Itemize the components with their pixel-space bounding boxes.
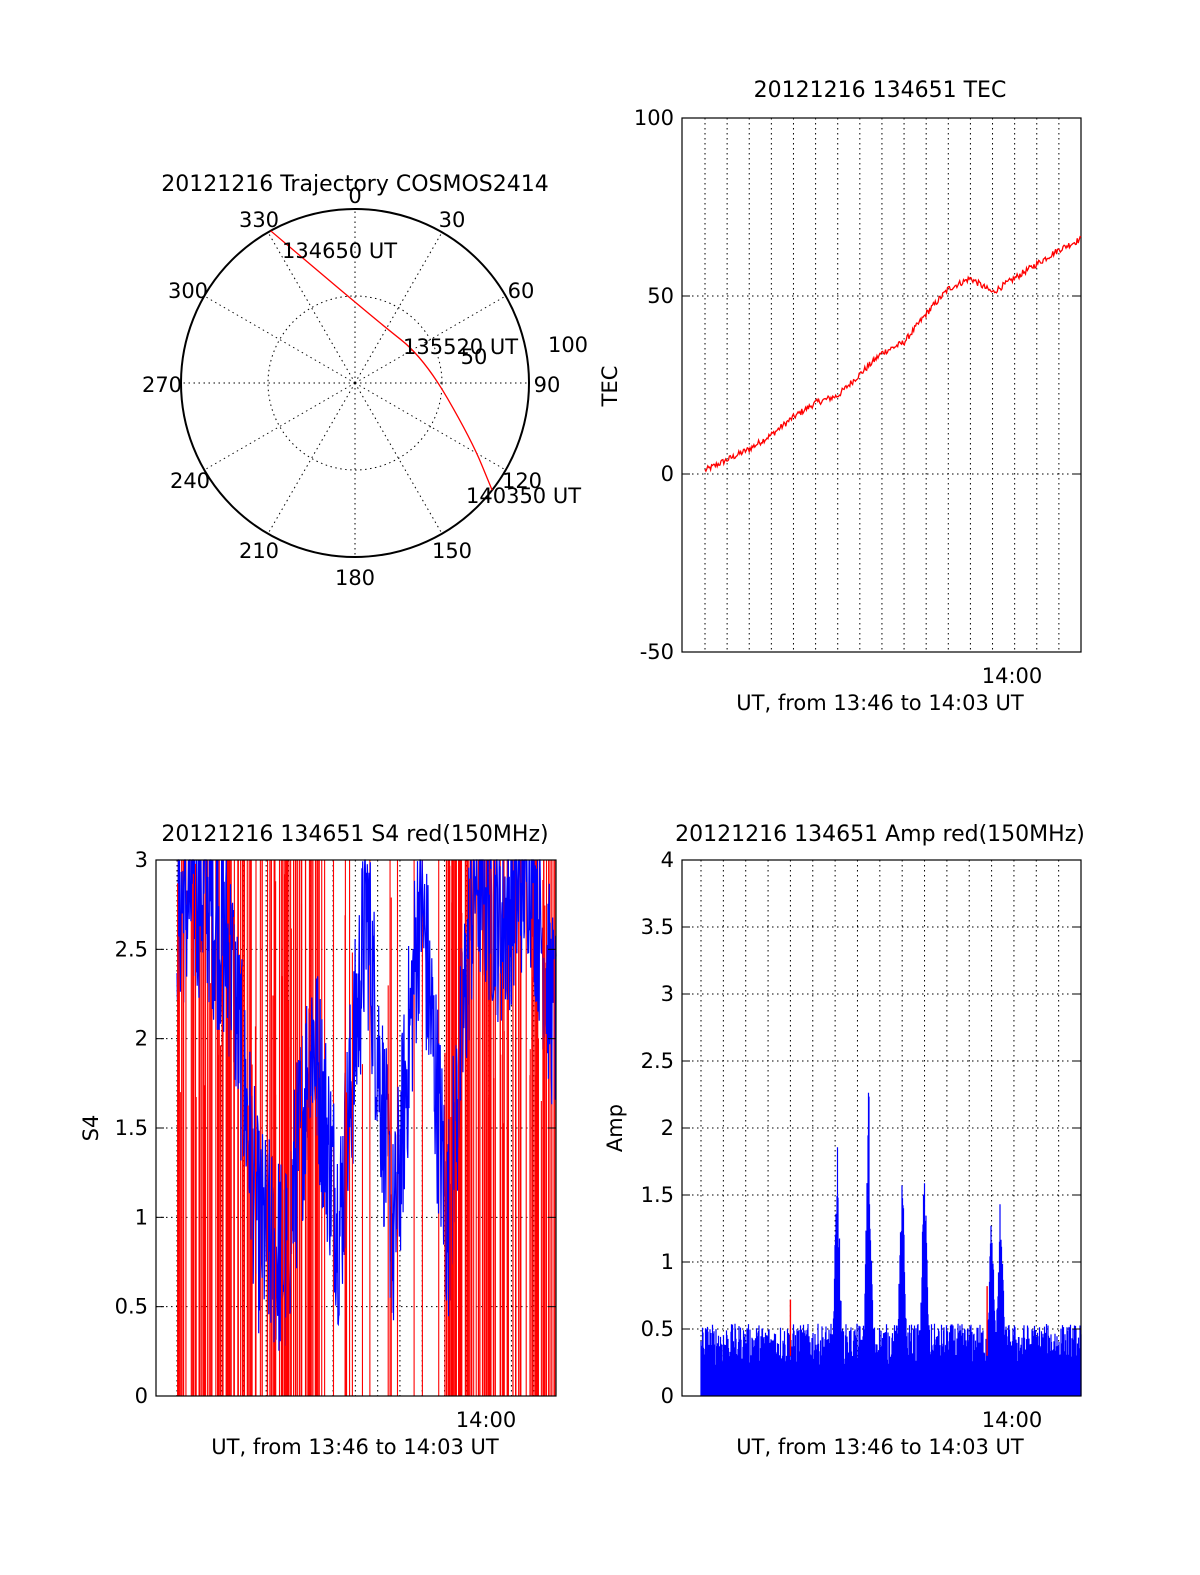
s4-blue-line bbox=[176, 859, 557, 1351]
trajectory-path bbox=[270, 230, 493, 491]
s4-ytick-label: 1 bbox=[135, 1205, 148, 1229]
tec-ytick-label: 100 bbox=[634, 106, 674, 130]
trajectory-time-label: 140350 UT bbox=[466, 484, 581, 508]
amp-ytick-label: 0 bbox=[661, 1384, 674, 1408]
trajectory-ring-label: 50 bbox=[461, 345, 488, 369]
s4-title: 20121216 134651 S4 red(150MHz) bbox=[161, 822, 548, 847]
s4-panel: 20121216 134651 S4 red(150MHz) UT, from … bbox=[79, 822, 557, 1459]
trajectory-spoke bbox=[204, 382, 356, 471]
trajectory-azimuth-label: 240 bbox=[170, 469, 210, 493]
trajectory-azimuth-label: 0 bbox=[348, 184, 361, 208]
trajectory-spoke bbox=[354, 382, 506, 471]
trajectory-azimuth-label: 90 bbox=[534, 373, 561, 397]
trajectory-ring-label: 100 bbox=[548, 333, 588, 357]
tec-ylabel: TEC bbox=[598, 366, 622, 408]
trajectory-spoke bbox=[354, 382, 443, 534]
trajectory-time-label: 135520 UT bbox=[403, 335, 518, 359]
s4-ytick-label: 0 bbox=[135, 1384, 148, 1408]
amp-ytick-label: 3.5 bbox=[641, 915, 674, 939]
tec-panel: 20121216 134651 TEC UT, from 13:46 to 14… bbox=[598, 78, 1082, 715]
amp-ytick-label: 1 bbox=[661, 1250, 674, 1274]
trajectory-azimuth-label: 270 bbox=[142, 373, 182, 397]
amp-ylabel: Amp bbox=[603, 1104, 627, 1152]
s4-ytick-label: 3 bbox=[135, 848, 148, 872]
s4-ytick-label: 1.5 bbox=[115, 1116, 148, 1140]
trajectory-title: 20121216 Trajectory COSMOS2414 bbox=[161, 172, 548, 197]
amp-panel: 20121216 134651 Amp red(150MHz) UT, from… bbox=[603, 822, 1085, 1459]
tec-frame bbox=[681, 117, 1082, 653]
s4-ytick-label: 0.5 bbox=[115, 1295, 148, 1319]
trajectory-spoke bbox=[354, 295, 506, 384]
trajectory-time-label: 134650 UT bbox=[282, 239, 397, 263]
amp-ytick-label: 2 bbox=[661, 1116, 674, 1140]
trajectory-outer-ring bbox=[180, 208, 530, 558]
trajectory-spoke bbox=[267, 382, 356, 534]
tec-title: 20121216 134651 TEC bbox=[754, 78, 1007, 103]
trajectory-spoke bbox=[204, 295, 356, 384]
amp-xlabel: UT, from 13:46 to 14:03 UT bbox=[736, 1435, 1024, 1459]
amp-ytick-label: 2.5 bbox=[641, 1049, 674, 1073]
tec-xlabel: UT, from 13:46 to 14:03 UT bbox=[736, 691, 1024, 715]
tec-ytick-label: -50 bbox=[640, 640, 674, 664]
s4-xtick-1400: 14:00 bbox=[456, 1408, 517, 1432]
trajectory-azimuth-label: 300 bbox=[168, 279, 208, 303]
s4-ytick-label: 2 bbox=[135, 1027, 148, 1051]
trajectory-azimuth-label: 210 bbox=[239, 539, 279, 563]
trajectory-azimuth-label: 30 bbox=[439, 208, 466, 232]
amp-xtick-1400: 14:00 bbox=[982, 1408, 1043, 1432]
trajectory-azimuth-label: 150 bbox=[432, 539, 472, 563]
amp-ytick-label: 0.5 bbox=[641, 1317, 674, 1341]
trajectory-azimuth-label: 120 bbox=[502, 469, 542, 493]
tec-ytick-label: 50 bbox=[647, 284, 674, 308]
trajectory-azimuth-label: 60 bbox=[508, 279, 535, 303]
tec-series-line bbox=[704, 235, 1082, 473]
amp-blue-bars bbox=[700, 1092, 1082, 1396]
trajectory-azimuth-label: 180 bbox=[335, 566, 375, 590]
trajectory-spoke bbox=[354, 232, 443, 384]
amp-title: 20121216 134651 Amp red(150MHz) bbox=[675, 822, 1085, 847]
trajectory-panel: 20121216 Trajectory COSMOS2414 0 30 60 90 12… bbox=[142, 172, 588, 590]
trajectory-spoke bbox=[267, 232, 356, 384]
s4-ytick-label: 2.5 bbox=[115, 937, 148, 961]
tec-xtick-1400: 14:00 bbox=[982, 664, 1043, 688]
s4-ylabel: S4 bbox=[79, 1115, 103, 1142]
amp-ytick-label: 4 bbox=[661, 848, 674, 872]
amp-ytick-label: 3 bbox=[661, 982, 674, 1006]
tec-ytick-label: 0 bbox=[661, 462, 674, 486]
amp-frame bbox=[681, 859, 1082, 1397]
trajectory-inner-ring bbox=[267, 295, 443, 471]
s4-xlabel: UT, from 13:46 to 14:03 UT bbox=[211, 1435, 499, 1459]
trajectory-azimuth-label: 330 bbox=[239, 208, 279, 232]
amp-ytick-label: 1.5 bbox=[641, 1183, 674, 1207]
